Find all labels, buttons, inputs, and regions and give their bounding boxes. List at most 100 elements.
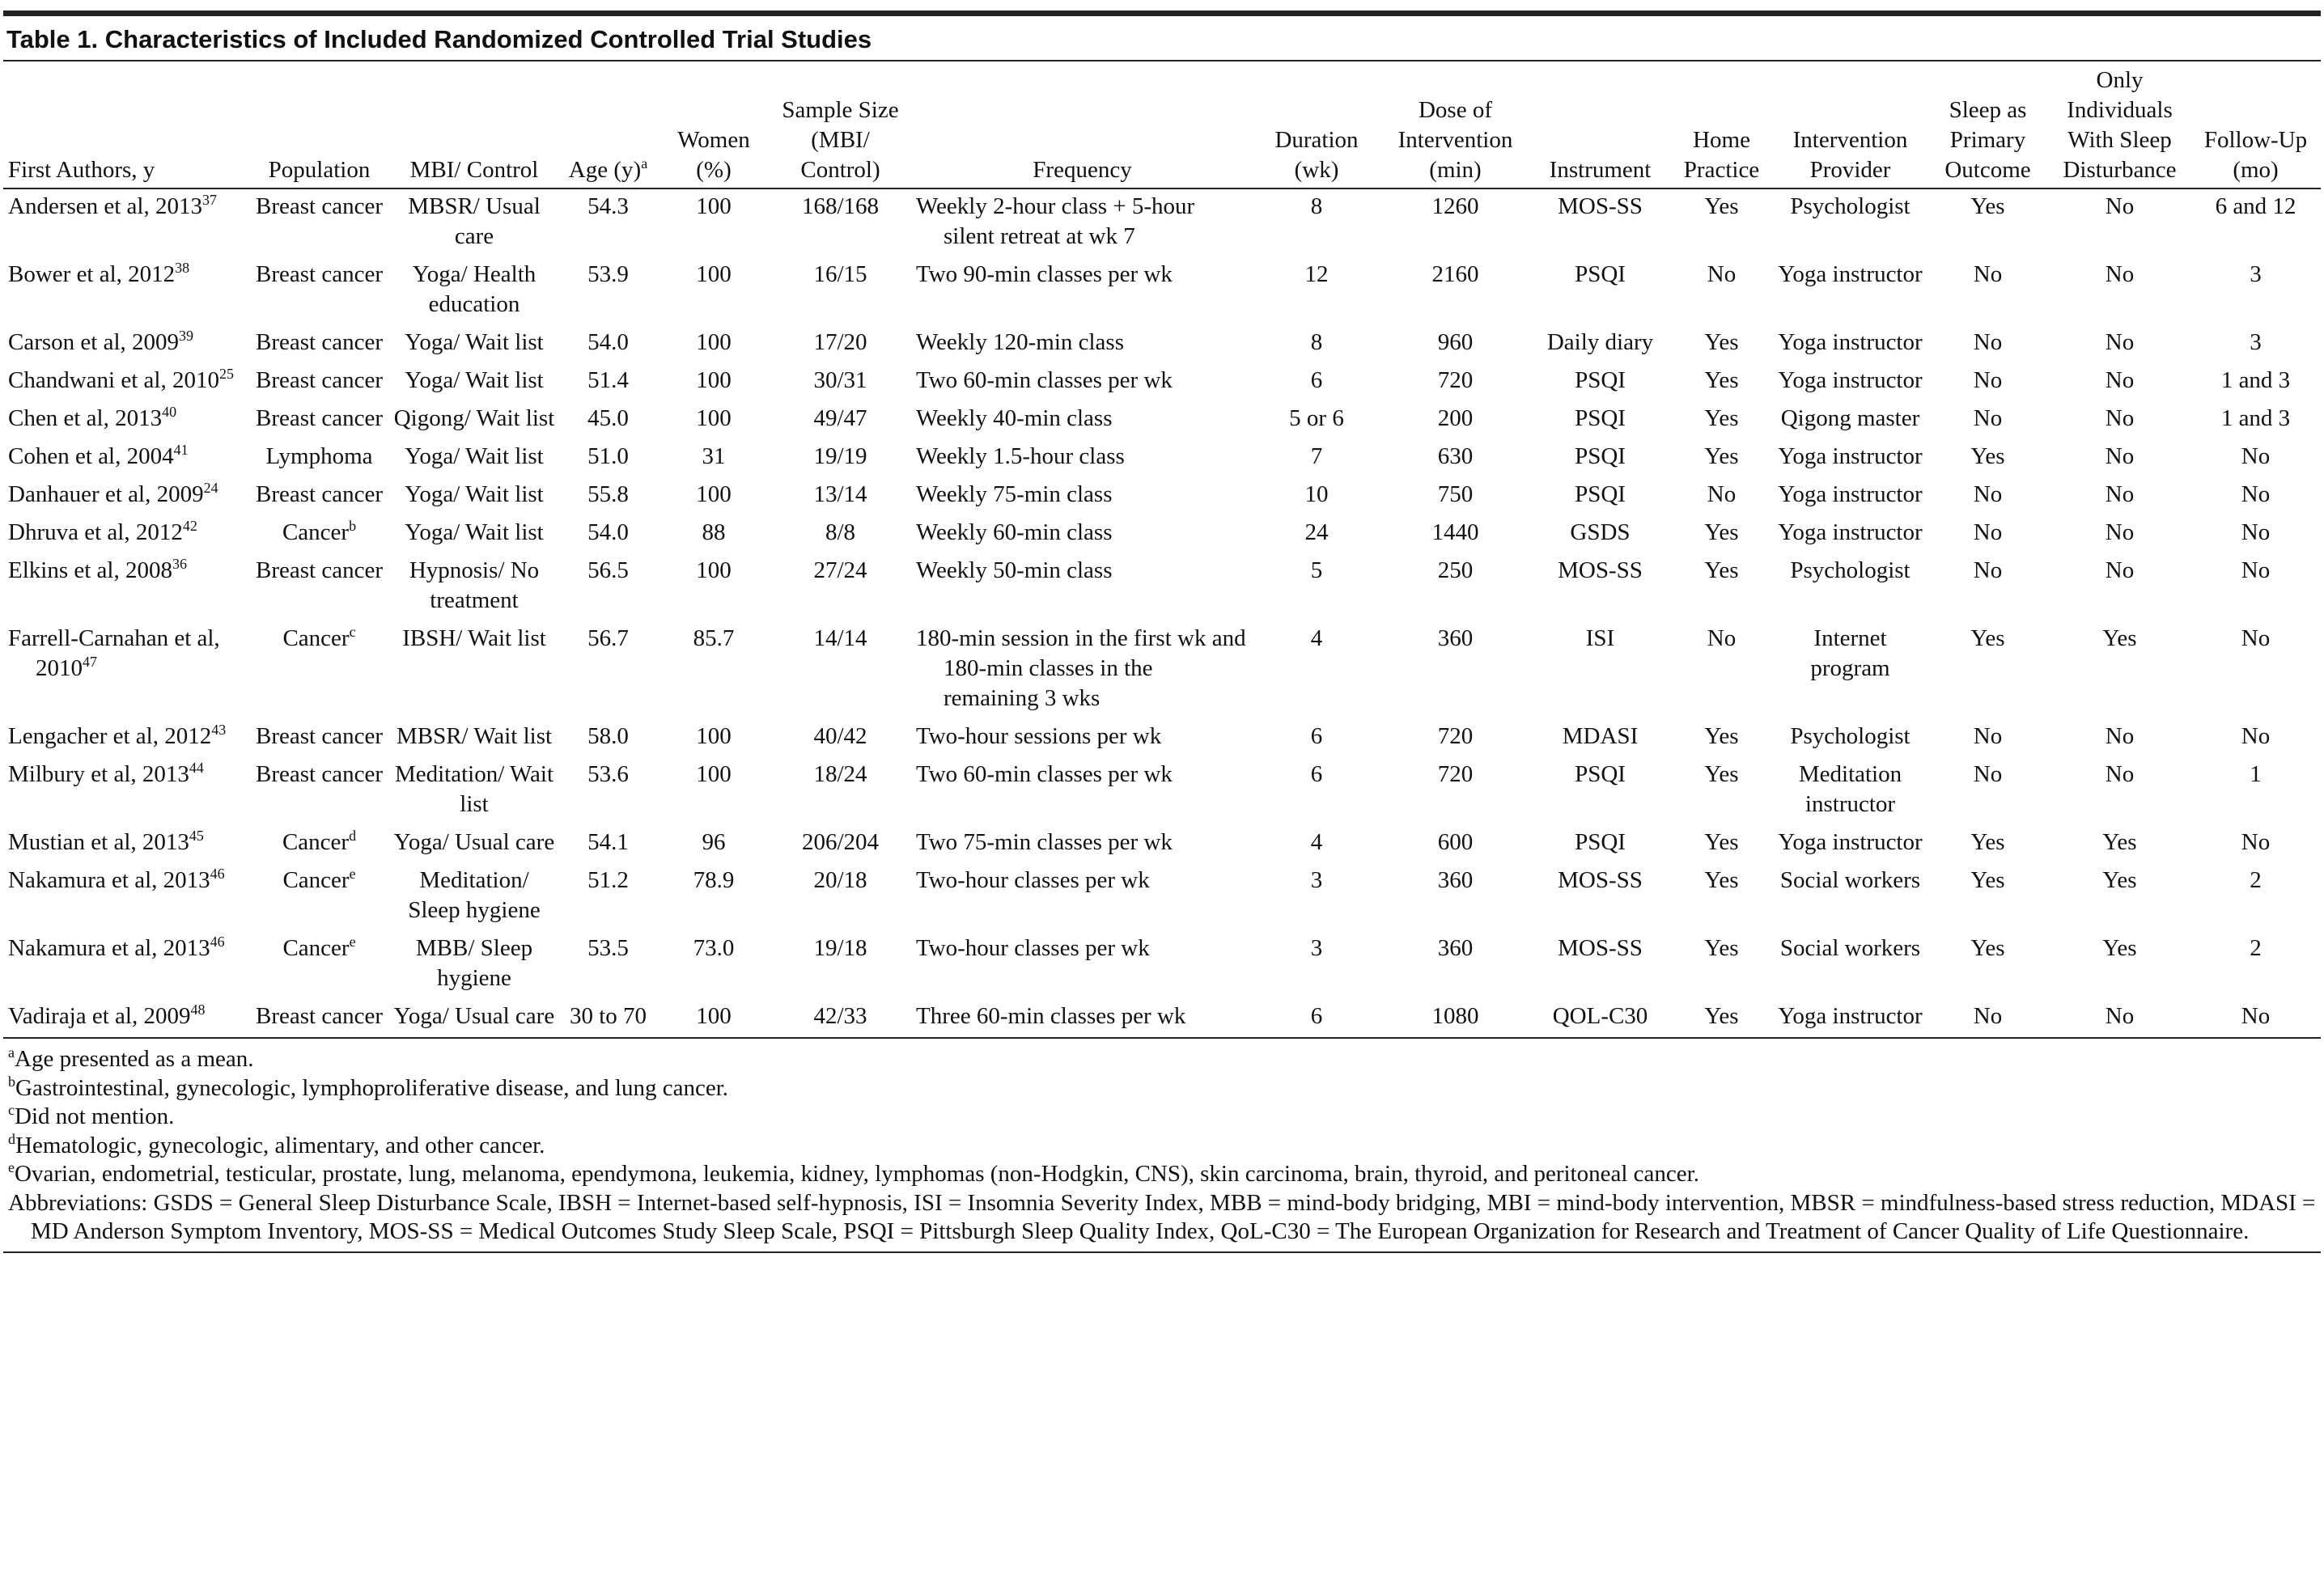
table-cell: Breast cancer [248,999,390,1039]
cell-text: Nakamura et al, 2013 [8,867,210,893]
superscript: 42 [182,518,197,534]
table-cell: Breast cancer [256,405,383,431]
table-row: Cohen et al, 200441 Lymphoma Yoga/ Wait li… [3,439,2321,477]
table-cell: Chen et al, 201340 [3,401,248,439]
table-row: Mustian et al, 201345 Cancerd Yoga/ Usual … [3,825,2321,863]
table-cell: Lymphoma [265,443,373,469]
table-cell: 200 [1437,405,1474,431]
column-header: First Authors, y [3,61,248,189]
table-cell: 5 [1310,557,1323,583]
table-title: Table 1. Characteristics of Included Ran… [3,16,2321,61]
table-cell: Yoga instructor [1778,329,1923,355]
table-cell: Weekly 40-min class [916,405,1113,431]
table-cell: Yoga/ Wait list [405,367,544,393]
table-cell: 6 and 12 [2215,193,2296,219]
table-cell: PSQI [1575,405,1626,431]
table-cell: No [2105,481,2135,507]
superscript: 36 [172,556,187,572]
table-cell: 960 [1437,329,1474,355]
table-cell: Yes [1704,329,1739,355]
table-cell: 5 or 6 [1289,405,1344,431]
cell-text: Danhauer et al, 2009 [8,481,204,507]
superscript: b [349,518,357,534]
table-cell: Yes [1970,625,2005,651]
table-cell: Yes [1704,761,1739,787]
table-cell: Yoga/ Health education [412,261,536,317]
table-row: Milbury et al, 201344 Breast cancer Medita… [3,757,2321,825]
table-cell: 100 [696,367,732,393]
table-cell: 42/33 [770,999,911,1039]
table-cell: 4 [1310,625,1323,651]
table-cell: Yoga/ Wait list [405,481,544,507]
table-cell: 45.0 [587,405,629,431]
table-cell: PSQI [1575,261,1626,287]
table-row: Vadiraja et al, 200948 Breast cancer Yoga/… [3,999,2321,1039]
table-cell: 360 [1437,625,1474,651]
table-row: Lengacher et al, 201243 Breast cancer MBSR… [3,719,2321,757]
table-cell: Yoga instructor [1778,519,1923,545]
cell-text: Nakamura et al, 2013 [8,935,210,961]
abbreviations: Abbreviations: GSDS = General Sleep Dist… [8,1189,2316,1245]
table-cell: 8 [1310,193,1323,219]
superscript: e [349,866,356,882]
footnote-text: Gastrointestinal, gynecologic, lymphopro… [15,1074,729,1101]
table-cell: Yes [1704,367,1739,393]
table-cell: 750 [1437,481,1474,507]
footnote: bGastrointestinal, gynecologic, lymphopr… [8,1074,2318,1103]
table-cell: GSDS [1570,519,1631,545]
table-cell: 100 [696,557,732,583]
superscript: 47 [83,654,97,670]
table-cell: 360 [1437,867,1474,893]
table-cell: Yes [1970,443,2005,469]
cell-text: Milbury et al, 2013 [8,761,189,787]
table-cell: 54.1 [587,829,629,855]
table-cell: Two 60-min classes per wk [916,367,1173,393]
table-cell: 88 [702,519,726,545]
table-cell: No [2241,625,2271,651]
table-cell: Meditation/ Wait list [394,761,554,817]
column-header: Intervention Provider [1774,61,1927,189]
footnote: cDid not mention. [8,1103,2318,1132]
table-cell: 53.9 [587,261,629,287]
table-cell: 100 [696,481,732,507]
table-cell: Three 60-min classes per wk [911,999,1253,1039]
table-cell: No [2105,723,2135,749]
header-row: First Authors, y Population MBI/ Control Ag… [3,61,2321,189]
cell-text: Dhruva et al, 2012 [8,519,183,545]
cell-text: Cancer [282,519,350,545]
superscript: a [641,155,648,171]
table-cell: Yoga instructor [1778,261,1923,287]
table-cell: Yoga instructor [1774,999,1927,1039]
table-cell: 56.7 [587,625,629,651]
table-cell: 168/168 [801,193,880,219]
table-cell: No [2105,367,2135,393]
table-cell: No [2241,829,2271,855]
page: Table 1. Characteristics of Included Ran… [3,11,2321,1571]
top-rule [3,11,2321,16]
table-cell: 14/14 [813,625,867,651]
table-cell: 2 [2250,935,2262,961]
table-cell: Nakamura et al, 201346 [3,863,248,931]
table-cell: 100 [696,405,732,431]
table-cell: 30 to 70 [558,999,658,1039]
table-cell: 17/20 [813,329,867,355]
table-cell: Internet program [1810,625,1890,681]
table-cell: 49/47 [813,405,867,431]
table-cell: 19/19 [813,443,867,469]
table-cell: 56.5 [587,557,629,583]
table-cell: MOS-SS [1558,193,1643,219]
table-cell: PSQI [1575,443,1626,469]
table-cell: No [1707,625,1737,651]
table-cell: Breast cancer [256,557,383,583]
column-header: Sleep as Primary Outcome [1927,61,2049,189]
table-cell: Two 75-min classes per wk [916,829,1173,855]
superscript: 48 [190,1001,206,1018]
superscript: 41 [173,442,189,458]
table-cell: Breast cancer [256,261,383,287]
table-cell: 27/24 [813,557,867,583]
footnotes: aAge presented as a mean. bGastrointestin… [3,1039,2321,1253]
superscript: 39 [179,328,194,344]
footnote-text: Hematologic, gynecologic, alimentary, an… [15,1132,545,1158]
footnote-text: Did not mention. [15,1103,175,1129]
table-cell: 13/14 [813,481,867,507]
